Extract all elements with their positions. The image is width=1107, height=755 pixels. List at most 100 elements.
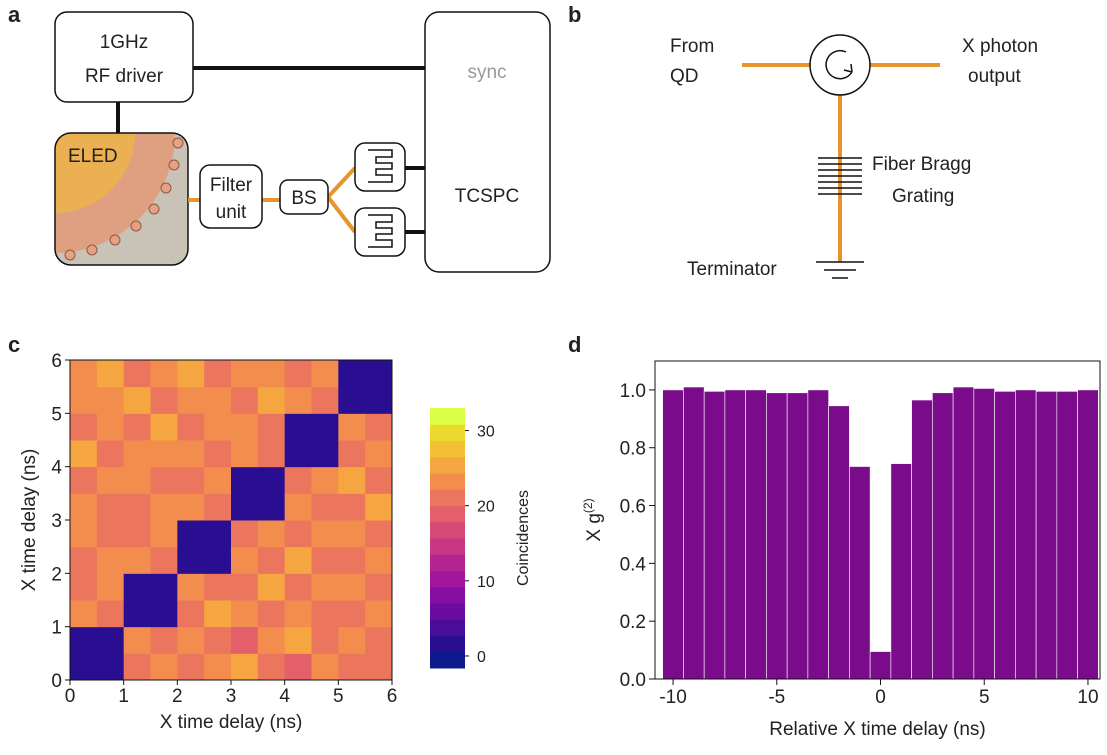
y-tick-label: 0.8 (620, 439, 646, 460)
plot-frame (654, 360, 1101, 680)
x-tick-label: 10 (1077, 687, 1098, 708)
bar (1035, 391, 1058, 680)
circulator-arrow (825, 49, 853, 80)
filter-box (199, 164, 263, 229)
heatmap-cell (177, 573, 205, 601)
colorbar-segment (430, 424, 465, 441)
bar (662, 389, 684, 680)
rf-driver-text: RF driver (85, 66, 164, 87)
x-tick-label: 6 (387, 686, 398, 707)
heatmap-cell (150, 573, 178, 601)
heatmap-cell (311, 573, 339, 601)
colorbar-label: Coincidences (515, 490, 532, 586)
heatmap-cell (204, 440, 232, 468)
heatmap-cell (257, 573, 286, 601)
heatmap-cell (96, 653, 125, 681)
grating-text: Fiber Bragg (872, 154, 971, 175)
heatmap-cell (311, 440, 339, 468)
y-axis-label-main: X g (584, 513, 605, 542)
heatmap-cell (150, 360, 178, 388)
bar (849, 466, 871, 680)
heatmap-cell (257, 466, 286, 494)
heatmap-cell (150, 493, 178, 521)
bar (683, 386, 705, 680)
heatmap-cell (123, 493, 151, 521)
heatmap-cell (123, 600, 151, 628)
heatmap-cell (177, 626, 205, 654)
sync-text: sync (467, 62, 506, 83)
heatmap-cell (150, 600, 178, 628)
colorbar-segment (430, 505, 465, 523)
fiber (742, 63, 940, 262)
panel-label: b (568, 2, 581, 27)
heatmap-cell (365, 626, 393, 654)
grating-text: Grating (892, 186, 954, 207)
heatmap-cell (311, 626, 339, 654)
heatmap-cell (204, 466, 232, 494)
heatmap-cell (70, 600, 98, 628)
heatmap-cell (70, 546, 98, 574)
colorbar-segment (430, 473, 465, 490)
heatmap-cell (70, 413, 98, 441)
heatmap-cell (365, 386, 393, 414)
y-axis-label: X g(2) (581, 498, 605, 541)
heatmap-cell (177, 360, 205, 388)
heatmap-cell (177, 520, 205, 548)
heatmap-cell (96, 626, 125, 654)
heatmap-cell (257, 520, 286, 548)
heatmap-cell (231, 546, 259, 574)
heatmap-cell (123, 413, 151, 441)
y-tick-label: 0.6 (620, 497, 646, 518)
heatmap-cell (284, 520, 312, 548)
heatmap-cell (365, 600, 393, 628)
output-text: X photon (962, 36, 1038, 57)
heatmap-cell (150, 386, 178, 414)
bs-text: BS (291, 188, 316, 209)
fiber (188, 166, 357, 234)
colorbar-segment (430, 521, 465, 539)
heatmap-cell (338, 360, 366, 388)
heatmap-cell (338, 520, 366, 548)
heatmap-cell (204, 386, 232, 414)
heatmap-cell (231, 653, 259, 681)
heatmap-cell (231, 573, 259, 601)
tcspc-text: TCSPC (455, 186, 519, 207)
heatmap-cell (177, 413, 205, 441)
grating (818, 157, 862, 195)
heatmap-cell (311, 386, 339, 414)
colorbar-segment (430, 489, 465, 506)
heatmap-cell (70, 386, 98, 414)
heatmap-cell (311, 360, 339, 388)
heatmap-cell (96, 573, 125, 601)
heatmap-cell (257, 546, 286, 574)
bar (703, 391, 726, 680)
heatmap-cell (257, 440, 286, 468)
colorbar-tick-label: 20 (477, 499, 495, 516)
heatmap-cell (365, 653, 393, 681)
heatmap-cell (338, 600, 366, 628)
heatmap-cell (123, 573, 151, 601)
heatmap-cell (70, 626, 98, 654)
heatmap-cell (231, 493, 259, 521)
heatmap-cell (311, 600, 339, 628)
colorbar-tick-label: 30 (477, 424, 495, 441)
heatmap-cell (177, 386, 205, 414)
colorbar-segment (430, 619, 465, 636)
y-tick-label: 1.0 (620, 381, 646, 402)
heatmap-cell (70, 440, 98, 468)
heatmap-cell (257, 600, 286, 628)
x-tick-label: 3 (226, 686, 237, 707)
heatmap-cell (284, 493, 312, 521)
colorbar-segment (430, 586, 465, 604)
heatmap-cell (123, 360, 151, 388)
detector (354, 142, 406, 257)
heatmap-cell (338, 653, 366, 681)
x-tick-label: -5 (768, 687, 785, 708)
heatmap-cell (284, 626, 312, 654)
heatmap-cell (231, 466, 259, 494)
heatmap-cell (338, 386, 366, 414)
heatmap-cell (257, 360, 286, 388)
circulator (809, 34, 871, 96)
heatmap-cell (365, 520, 393, 548)
